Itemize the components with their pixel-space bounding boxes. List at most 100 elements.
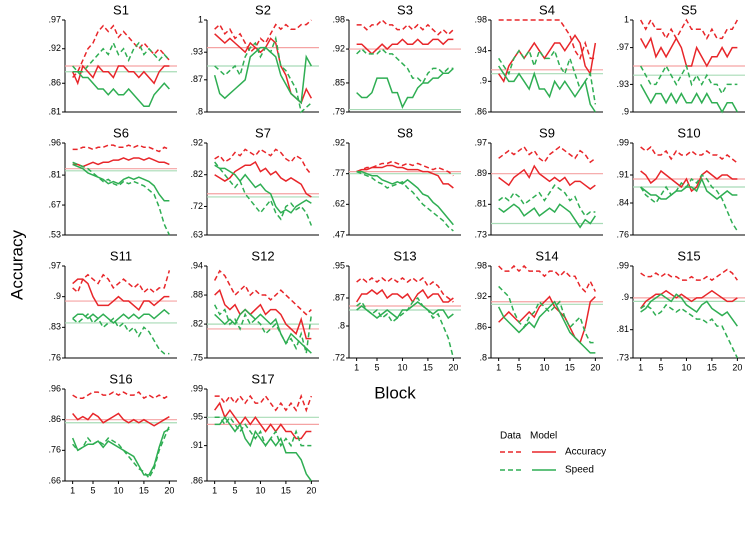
y-tick-label: .81 (616, 324, 629, 334)
x-tick-label: 15 (423, 362, 433, 372)
data-line (498, 285, 596, 344)
model-line (498, 65, 596, 113)
data-line (72, 41, 170, 73)
y-tick-label: .76 (616, 229, 629, 239)
panel-title: S15 (677, 248, 700, 263)
y-tick-label: .92 (332, 137, 345, 147)
model-line (72, 412, 170, 427)
y-tick-label: .87 (190, 74, 203, 84)
model-line (640, 177, 738, 200)
y-tick-label: .99 (616, 137, 629, 147)
y-tick-label: .85 (332, 77, 345, 87)
y-tick-label: .75 (190, 352, 203, 362)
y-tick-label: .82 (190, 169, 203, 179)
data-line (72, 425, 171, 480)
y-tick-label: .95 (190, 412, 203, 422)
data-line (498, 184, 596, 217)
data-line (72, 24, 170, 78)
y-tick-label: .81 (48, 106, 61, 116)
model-line (498, 203, 596, 229)
data-line (356, 18, 454, 36)
model-line (214, 416, 312, 482)
y-tick-label: .82 (190, 318, 203, 328)
data-line (72, 391, 170, 400)
y-tick-label: .62 (332, 199, 345, 209)
data-line (356, 296, 455, 359)
y-tick-label: .92 (474, 291, 487, 301)
data-line (639, 64, 738, 96)
model-line (498, 164, 596, 190)
x-tick-label: 20 (732, 362, 742, 372)
y-tick-label: .96 (48, 383, 61, 393)
y-tick-label: .76 (48, 352, 61, 362)
y-tick-label: .77 (332, 168, 345, 178)
x-tick-label: 10 (397, 362, 407, 372)
y-tick-label: .84 (616, 197, 629, 207)
model-line (214, 164, 312, 214)
y-tick-label: .96 (48, 137, 61, 147)
y-tick-label: .9 (53, 291, 61, 301)
y-tick-label: .86 (474, 106, 487, 116)
y-tick-label: .86 (190, 475, 203, 485)
x-tick-label: 5 (232, 485, 237, 495)
y-tick-label: 1 (198, 14, 203, 24)
x-tick-label: 5 (658, 362, 663, 372)
x-tick-label: 5 (90, 485, 95, 495)
y-tick-label: .92 (48, 43, 61, 53)
model-line (72, 71, 170, 107)
x-tick-label: 20 (164, 485, 174, 495)
panel-title: S17 (251, 371, 274, 386)
data-line (72, 270, 171, 294)
y-tick-label: .92 (190, 137, 203, 147)
data-line (213, 304, 313, 354)
panel-title: S6 (113, 125, 129, 140)
y-tick-label: .94 (474, 45, 487, 55)
panel-title: S3 (397, 2, 413, 17)
model-line (356, 67, 454, 110)
data-line (214, 148, 312, 176)
data-line (639, 18, 739, 40)
y-tick-label: .72 (190, 201, 203, 211)
model-line (71, 64, 170, 86)
data-line (213, 269, 312, 316)
y-tick-label: .86 (48, 78, 61, 88)
y-tick-label: .98 (474, 14, 487, 24)
y-tick-label: .88 (190, 289, 203, 299)
model-line (497, 300, 596, 354)
model-line (640, 289, 738, 309)
x-tick-label: 20 (590, 362, 600, 372)
model-line (214, 288, 312, 340)
y-tick-label: .86 (474, 322, 487, 332)
x-tick-label: 10 (113, 485, 123, 495)
model-line (72, 308, 170, 324)
y-tick-label: .8 (479, 352, 487, 362)
y-tick-label: .81 (48, 169, 61, 179)
x-axis-label: Block (374, 383, 416, 402)
x-tick-label: 10 (681, 362, 691, 372)
y-tick-label: .93 (616, 79, 629, 89)
data-line (640, 303, 739, 359)
model-line (356, 170, 454, 226)
x-tick-label: 1 (70, 485, 75, 495)
y-tick-label: .99 (190, 383, 203, 393)
y-tick-label: .92 (332, 43, 345, 53)
y-tick-label: .94 (190, 260, 203, 270)
model-line (72, 157, 170, 168)
data-line (640, 145, 738, 164)
y-tick-label: .83 (48, 322, 61, 332)
legend-header: Model (530, 431, 557, 442)
panel-title: S5 (681, 2, 697, 17)
y-tick-label: .67 (48, 199, 61, 209)
y-tick-label: .9 (621, 106, 629, 116)
y-tick-label: .91 (616, 169, 629, 179)
panel-title: S10 (677, 125, 700, 140)
data-line (214, 416, 312, 448)
model-line (71, 428, 170, 476)
model-line (640, 293, 738, 327)
model-line (72, 163, 170, 202)
y-tick-label: .66 (48, 475, 61, 485)
x-tick-label: 5 (374, 362, 379, 372)
data-line (356, 276, 454, 303)
y-tick-label: .9 (621, 292, 629, 302)
